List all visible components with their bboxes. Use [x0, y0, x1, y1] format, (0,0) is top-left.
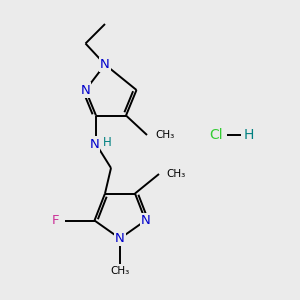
Text: N: N [100, 58, 110, 71]
Text: H: H [103, 136, 112, 149]
Text: N: N [81, 83, 90, 97]
Text: CH₃: CH₃ [167, 169, 186, 179]
Text: H: H [244, 128, 254, 142]
Text: Cl: Cl [209, 128, 223, 142]
Text: N: N [90, 137, 99, 151]
Text: CH₃: CH₃ [110, 266, 130, 276]
Text: N: N [141, 214, 150, 227]
Text: CH₃: CH₃ [155, 130, 175, 140]
Text: N: N [115, 232, 125, 245]
Text: F: F [52, 214, 59, 227]
